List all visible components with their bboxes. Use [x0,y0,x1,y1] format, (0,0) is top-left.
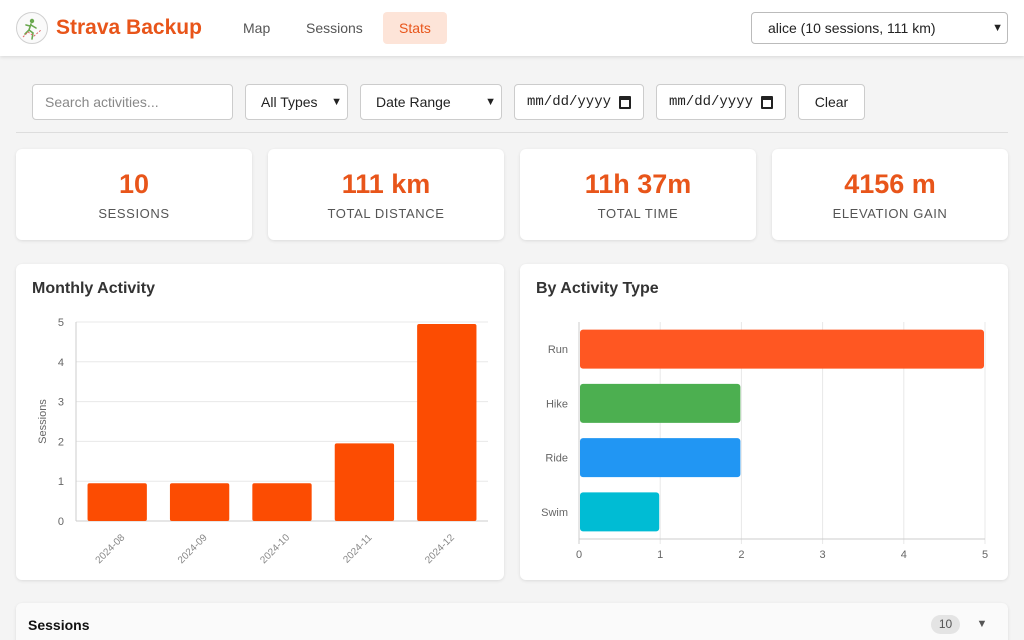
x-tick-label: 5 [982,549,988,561]
monthly-activity-card: Monthly Activity 0 1 2 3 4 5 Sessions 2024-08 20… [16,264,504,580]
x-tick-label: 3 [820,549,826,561]
x-tick-label: 4 [901,549,907,561]
x-tick-label: 2024-10 [258,532,292,566]
y-tick-label: 2 [58,436,64,448]
chevron-down-icon: ▼ [485,96,496,108]
x-tick-label: 2 [738,549,744,561]
type-select[interactable]: All Types ▼ [245,84,348,120]
logo-icon [16,12,48,44]
x-tick-label: 2024-09 [176,532,210,566]
y-tick-label: 4 [58,357,64,369]
chevron-down-icon: ▼ [331,96,342,108]
clear-button[interactable]: Clear [798,84,865,120]
y-tick-label: 1 [58,476,64,488]
search-placeholder: Search activities... [45,94,159,110]
x-tick-label: 0 [576,549,582,561]
stat-card-elevation: 4156 m ELEVATION GAIN [772,149,1008,240]
chart-title: Monthly Activity [32,280,155,297]
date-to-input[interactable]: mm/dd/yyyy [656,84,786,120]
y-tick-label: Run [548,344,568,356]
y-tick-label: Hike [546,398,568,410]
chevron-down-icon: ▼ [992,22,1003,34]
date-to-value: mm/dd/yyyy [669,94,754,110]
stat-value: 10 [118,169,150,199]
x-tick-label: 2024-12 [423,532,457,566]
sessions-count-badge: 10 [931,615,960,634]
stat-card-distance: 111 km TOTAL DISTANCE [268,149,504,240]
bar-2024-12 [417,324,477,521]
nav-map[interactable]: Map [243,20,271,36]
stat-value: 11h 37m [584,169,692,199]
y-axis-label: Sessions [37,399,49,444]
search-input[interactable]: Search activities... [32,84,233,120]
date-from-input[interactable]: mm/dd/yyyy [514,84,644,120]
y-tick-label: 0 [58,516,64,528]
date-range-select-value: Date Range [376,94,451,110]
app-title: Strava Backup [56,16,202,39]
type-select-value: All Types [261,94,318,110]
user-select-value: alice (10 sessions, 111 km) [768,20,936,36]
bar-2024-08 [87,483,147,521]
date-range-select[interactable]: Date Range ▼ [360,84,502,120]
bar-swim [580,492,660,532]
collapse-toggle-icon[interactable]: ▼ [976,618,988,630]
bar-run [580,329,984,369]
x-tick-label: 2024-11 [341,532,375,566]
nav-sessions[interactable]: Sessions [306,20,363,36]
bar-2024-11 [334,443,395,521]
x-tick-label: 1 [657,549,663,561]
stat-card-time: 11h 37m TOTAL TIME [520,149,756,240]
bar-2024-10 [252,483,312,521]
bar-ride [580,438,741,478]
sessions-panel[interactable]: Sessions 10 ▼ [16,603,1008,640]
monthly-activity-chart: 0 1 2 3 4 5 Sessions 2024-08 2024-09 2024-10 2024-… [37,317,488,566]
stat-value: 4156 m [844,169,936,199]
calendar-icon[interactable] [761,96,773,109]
bar-hike [580,383,741,423]
nav-stats[interactable]: Stats [383,12,447,44]
y-tick-label: Swim [541,507,568,519]
stat-label: ELEVATION GAIN [832,206,948,221]
app-header: Strava Backup Map Sessions Stats alice (… [0,0,1024,56]
stat-label: TOTAL DISTANCE [327,206,445,221]
user-select[interactable]: alice (10 sessions, 111 km) ▼ [751,12,1008,44]
activity-type-chart: 0 1 2 3 4 5 Run Hike Ride Swim [541,322,988,561]
stat-label: TOTAL TIME [597,206,679,221]
calendar-icon[interactable] [619,96,631,109]
y-tick-label: 5 [58,317,64,329]
sessions-title: Sessions [28,617,90,633]
date-from-value: mm/dd/yyyy [527,94,612,110]
stat-label: SESSIONS [98,206,170,221]
y-tick-label: Ride [545,453,568,465]
stat-value: 111 km [341,169,431,199]
bar-2024-09 [169,483,230,521]
x-tick-label: 2024-08 [94,532,128,566]
stat-card-sessions: 10 SESSIONS [16,149,252,240]
y-tick-label: 3 [58,397,64,409]
chart-title: By Activity Type [536,280,659,297]
divider [16,132,1008,133]
activity-type-card: By Activity Type 0 1 2 3 4 5 Run Hike Ride Swim [520,264,1008,580]
